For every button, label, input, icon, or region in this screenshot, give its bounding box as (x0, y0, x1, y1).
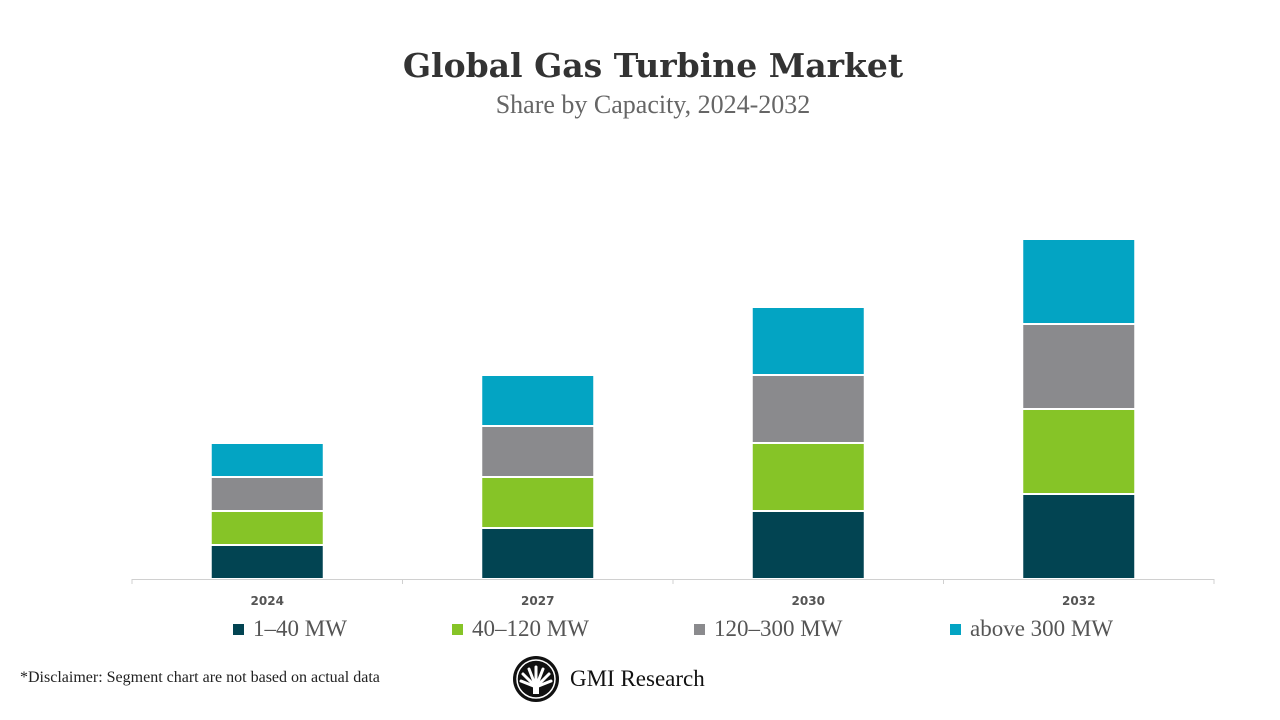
legend-item: above 300 MW (950, 616, 1113, 642)
legend-label: 1–40 MW (253, 616, 347, 641)
legend-swatch (694, 623, 705, 635)
bar-segment-2030-0 (750, 510, 866, 580)
bar-segment-2024-3 (209, 442, 325, 478)
bar-segment-2032-0 (1021, 493, 1137, 580)
legend-label: above 300 MW (970, 616, 1114, 641)
legend-label: 120–300 MW (714, 616, 843, 641)
bar-segment-2030-2 (750, 374, 866, 444)
chart-subtitle: Share by Capacity, 2024-2032 (495, 90, 811, 119)
x-tick-label: 2027 (521, 594, 554, 608)
gmi-logo-icon (513, 656, 559, 702)
bar-segment-2027-0 (480, 527, 596, 580)
brand-logo: GMI Research (512, 655, 705, 703)
bar-segment-2032-3 (1021, 238, 1137, 325)
bar-segment-2030-1 (750, 442, 866, 512)
legend-label: 40–120 MW (472, 616, 589, 641)
chart-title: Global Gas Turbine Market (402, 46, 904, 85)
legend-swatch (233, 623, 244, 635)
legend-item: 40–120 MW (452, 616, 589, 642)
x-tick-label: 2032 (1062, 594, 1095, 608)
x-tick-label: 2030 (792, 594, 825, 608)
x-tick-label: 2024 (251, 594, 284, 608)
bar-segment-2024-1 (209, 510, 325, 546)
disclaimer: *Disclaimer: Segment chart are not based… (20, 669, 380, 686)
legend-swatch (452, 623, 463, 635)
bar-segment-2032-1 (1021, 408, 1137, 495)
bar-segment-2027-3 (480, 374, 596, 427)
bar-segment-2027-2 (480, 425, 596, 478)
bar-segment-2032-2 (1021, 323, 1137, 410)
bar-segment-2030-3 (750, 306, 866, 376)
legend-item: 120–300 MW (694, 616, 842, 642)
bar-segment-2024-0 (209, 544, 325, 580)
legend-swatch (950, 623, 961, 635)
bar-segment-2027-1 (480, 476, 596, 529)
legend-item: 1–40 MW (233, 616, 347, 642)
brand-name: GMI Research (570, 666, 705, 691)
bar-segment-2024-2 (209, 476, 325, 512)
